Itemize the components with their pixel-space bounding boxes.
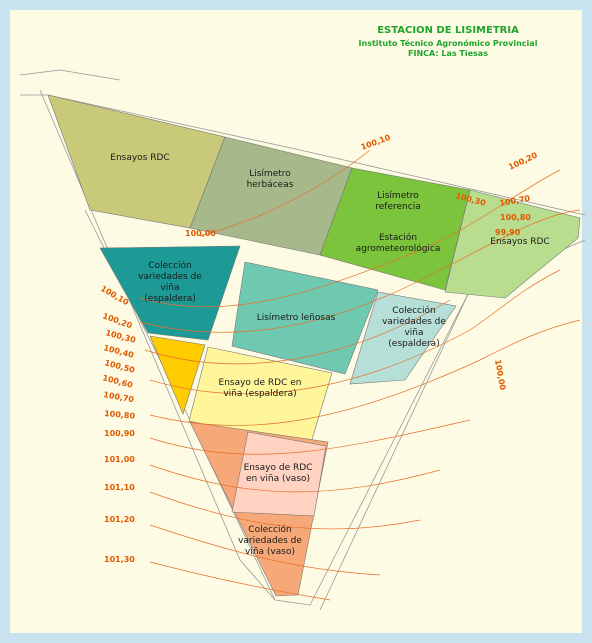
plot-area: [231, 261, 379, 375]
institution: Instituto Técnico Agronómico Provincial: [359, 38, 538, 48]
map-title: ESTACION DE LISIMETRIA: [377, 25, 519, 36]
plot-label: Ensayo de RDC en: [219, 378, 302, 388]
plot-area: [231, 431, 327, 517]
plot-area: [99, 245, 241, 341]
plot-label: Ensayo de RDC: [244, 463, 313, 473]
plot-label: (espaldera): [388, 339, 439, 349]
plot-label: variedades de: [382, 317, 446, 327]
farm: FINCA: Las Tiesas: [408, 49, 488, 58]
contour-label: 101,00: [104, 455, 135, 464]
plot-label: variedades de: [238, 536, 302, 546]
contour-lines: [139, 149, 581, 601]
plot-area: [349, 291, 457, 385]
plot-label: Lisímetro: [249, 169, 291, 179]
plot-area: [319, 167, 471, 291]
plot-label: Lisímetro: [377, 191, 419, 201]
plot-label: Estación: [379, 232, 417, 243]
contour-label: 100,80: [500, 213, 531, 222]
contour-label: 99,90: [495, 228, 521, 237]
plots: [47, 94, 581, 597]
plot-labels: Ensayos RDCLisímetroherbáceasLisímetrore…: [110, 153, 549, 557]
plot-label: viña: [160, 283, 179, 293]
plot-label: Lisímetro leñosas: [257, 313, 336, 323]
plot-label: herbáceas: [247, 180, 294, 190]
plot-label: viña: [404, 328, 423, 338]
plot-label: Ensayos RDC: [490, 237, 549, 247]
contour-label: 101,20: [104, 515, 135, 524]
contour-label: 100,00: [185, 229, 216, 238]
plot-label: Colección: [392, 305, 435, 316]
plot-label: variedades de: [138, 272, 202, 282]
contour-label: 100,80: [104, 409, 136, 421]
plot-label: viña (espaldera): [223, 389, 296, 399]
plot-label: agrometeorológica: [356, 243, 441, 254]
plot-label: Colección: [248, 524, 291, 535]
contour-label: 100,90: [104, 429, 135, 438]
plot-label: viña (vaso): [245, 547, 295, 557]
contour-label: 101,10: [104, 483, 135, 492]
plot-label: (espaldera): [144, 294, 195, 304]
plot-label: referencia: [375, 202, 420, 212]
plot-label: Colección: [148, 260, 191, 271]
plot-label: Ensayos RDC: [110, 153, 169, 163]
contour-label: 101,30: [104, 555, 135, 564]
plot-label: en viña (vaso): [246, 474, 310, 484]
